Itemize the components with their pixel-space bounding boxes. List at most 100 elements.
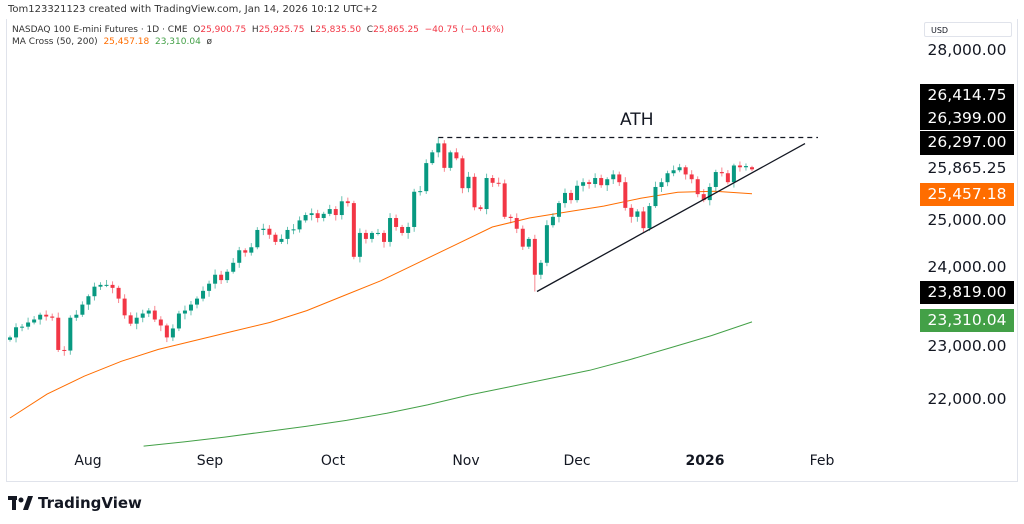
time-label-feb: Feb <box>809 453 835 469</box>
candle <box>460 155 465 194</box>
candle <box>641 206 646 233</box>
candle <box>291 224 296 235</box>
candle <box>526 236 531 249</box>
candle-body <box>62 349 67 351</box>
candle-body <box>587 182 592 184</box>
candle <box>653 181 658 208</box>
candle-body <box>56 317 61 350</box>
candle-body <box>454 152 459 159</box>
symbol-legend-row[interactable]: NASDAQ 100 E-mini Futures · 1D · CME O25… <box>12 24 504 36</box>
ath-annotation: ATH <box>620 110 654 130</box>
candle <box>617 171 622 186</box>
candle <box>92 282 97 301</box>
candle-body <box>532 238 537 275</box>
candle <box>369 231 374 243</box>
candle <box>743 163 748 171</box>
candle-body <box>345 201 350 204</box>
candle-body <box>725 173 730 183</box>
candle <box>412 188 417 232</box>
candle <box>32 316 37 325</box>
candle-body <box>279 238 284 242</box>
ma-fast-value: 25,457.18 <box>103 37 150 47</box>
last-price-label: 25,865.25 <box>927 159 1007 177</box>
candle <box>152 305 157 323</box>
candle-body <box>207 283 212 291</box>
tradingview-logo[interactable]: TradingView <box>8 494 142 512</box>
candle <box>273 232 278 245</box>
candle-body <box>68 317 73 351</box>
candle <box>647 202 652 232</box>
candle <box>345 197 350 207</box>
candle-body <box>575 185 580 201</box>
candle <box>128 312 133 327</box>
candle-body <box>526 238 531 247</box>
candle <box>176 310 181 332</box>
time-label-dec: Dec <box>563 453 591 469</box>
candle-body <box>309 213 314 216</box>
candle <box>80 301 85 317</box>
candle <box>182 305 187 320</box>
candle <box>50 313 55 321</box>
candle-body <box>146 310 151 314</box>
candle <box>8 335 12 342</box>
candle-body <box>388 218 393 242</box>
price-tick-22000: 22,000.00 <box>927 390 1007 408</box>
candle-body <box>273 234 278 242</box>
candle-body <box>261 228 266 230</box>
candle-body <box>508 216 513 219</box>
candle <box>448 150 453 171</box>
candle-body <box>659 182 664 187</box>
candle <box>285 226 290 245</box>
hidden-eye-icon[interactable]: ø <box>206 37 213 47</box>
candle-body <box>110 284 115 288</box>
candle-body <box>448 152 453 168</box>
candle-body <box>713 172 718 187</box>
candle-body <box>719 172 724 174</box>
ma-legend-row[interactable]: MA Cross (50, 200) 25,457.18 23,310.04 ø <box>12 36 504 48</box>
candle-body <box>297 220 302 230</box>
candle-body <box>538 262 543 275</box>
candle-body <box>701 194 706 201</box>
change-value: −40.75 (−0.16%) <box>424 25 504 35</box>
candle <box>514 213 519 234</box>
ath-price-label: 26,399.00 <box>920 107 1014 130</box>
tradingview-logo-icon <box>8 496 33 510</box>
candle-body <box>32 319 37 323</box>
candle-body <box>285 229 290 239</box>
price-tick-25000: 25,000.00 <box>927 211 1007 229</box>
candle-body <box>695 179 700 195</box>
candle-body <box>116 287 121 299</box>
candle <box>611 170 616 184</box>
candle <box>20 324 25 332</box>
candle-body <box>683 167 688 175</box>
candle-body <box>617 174 622 183</box>
candle-body <box>430 152 435 164</box>
candle <box>719 167 724 177</box>
candle-body <box>104 284 109 286</box>
candle-body <box>502 183 507 217</box>
candle <box>472 173 477 211</box>
candle <box>321 211 326 222</box>
candle-body <box>219 274 224 281</box>
time-label-nov: Nov <box>452 453 480 469</box>
candle <box>671 165 676 177</box>
swing-low-price-label: 23,819.00 <box>920 281 1014 304</box>
candle-body <box>514 218 519 229</box>
candle-body <box>369 232 374 239</box>
currency-selector[interactable]: USD <box>924 22 1012 37</box>
candle-body <box>140 313 145 318</box>
candle-body <box>382 232 387 242</box>
candle-body <box>128 315 133 324</box>
ma-name: MA Cross (50, 200) <box>12 37 98 47</box>
candle-body <box>170 328 175 338</box>
candle <box>442 140 447 172</box>
candle <box>683 165 688 180</box>
candle-body <box>134 317 139 324</box>
ma50-price-label: 25,457.18 <box>920 183 1014 206</box>
candle <box>122 294 127 319</box>
candle-body <box>327 209 332 214</box>
candle-body <box>74 314 79 318</box>
candle-body <box>436 143 441 153</box>
candle <box>158 316 163 332</box>
